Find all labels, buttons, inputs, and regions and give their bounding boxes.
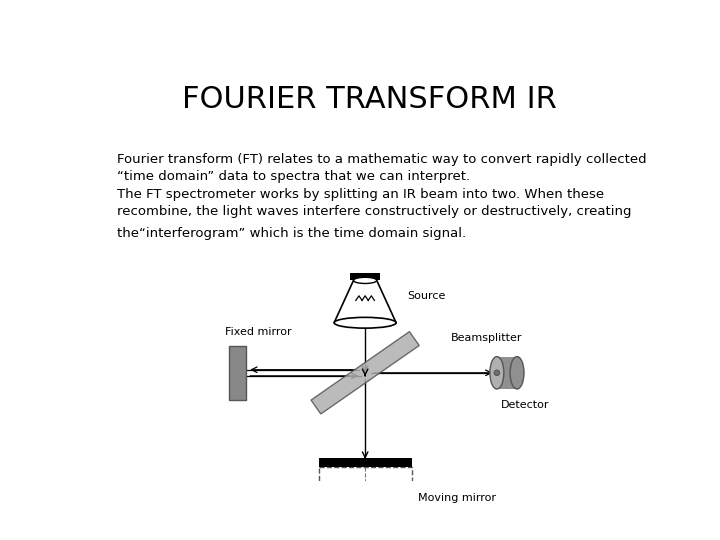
Text: Fourier transform (FT) relates to a mathematic way to convert rapidly collected
: Fourier transform (FT) relates to a math… [117, 153, 647, 184]
Text: FOURIER TRANSFORM IR: FOURIER TRANSFORM IR [181, 85, 557, 114]
Bar [497, 356, 517, 389]
Text: the“interferogram” which is the time domain signal.: the“interferogram” which is the time dom… [117, 226, 467, 240]
Ellipse shape [354, 278, 377, 284]
Bar [319, 457, 412, 467]
Bar [319, 467, 412, 528]
Ellipse shape [510, 356, 524, 389]
Polygon shape [311, 332, 419, 414]
Bar [351, 273, 380, 280]
Polygon shape [334, 280, 396, 323]
Text: Fixed mirror: Fixed mirror [225, 327, 292, 336]
Text: Moving mirror: Moving mirror [418, 492, 496, 503]
Ellipse shape [494, 370, 500, 375]
Ellipse shape [334, 318, 396, 328]
Text: Beamsplitter: Beamsplitter [451, 333, 522, 343]
Text: Source: Source [408, 291, 446, 301]
Text: The FT spectrometer works by splitting an IR beam into two. When these
recombine: The FT spectrometer works by splitting a… [117, 188, 631, 218]
Text: Detector: Detector [500, 400, 549, 410]
Ellipse shape [490, 356, 504, 389]
Bar [229, 346, 246, 400]
